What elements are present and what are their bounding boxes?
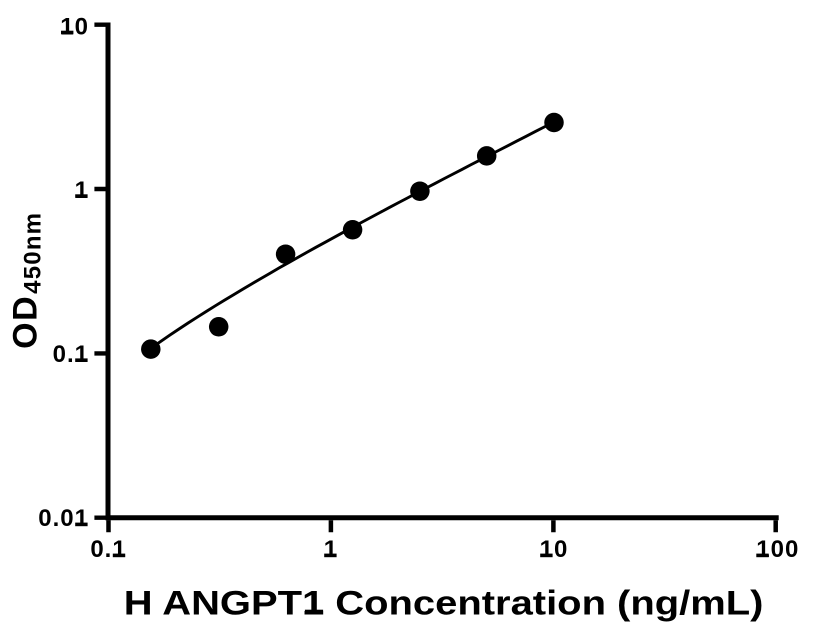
svg-text:10: 10 — [60, 13, 89, 40]
svg-text:1: 1 — [324, 536, 338, 563]
svg-text:0.1: 0.1 — [90, 536, 126, 563]
svg-text:100: 100 — [756, 536, 799, 563]
svg-text:0.01: 0.01 — [38, 505, 89, 532]
svg-text:OD450nm: OD450nm — [6, 212, 46, 349]
svg-text:H ANGPT1 Concentration (ng/mL): H ANGPT1 Concentration (ng/mL) — [124, 583, 764, 621]
svg-text:1: 1 — [75, 177, 89, 204]
svg-text:0.1: 0.1 — [53, 341, 89, 368]
svg-text:10: 10 — [540, 536, 569, 563]
